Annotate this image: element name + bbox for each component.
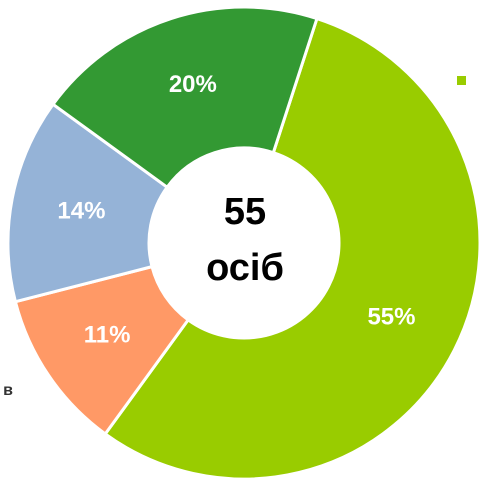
slice: [103, 16, 481, 481]
data-label: 14%: [57, 197, 105, 224]
legend-marker: [457, 76, 466, 85]
center-text: осіб: [206, 247, 284, 289]
slice: [50, 5, 319, 190]
data-label: 11%: [84, 321, 131, 348]
annotation: в: [3, 382, 13, 399]
center-text: 55: [224, 191, 266, 233]
slice: [6, 102, 170, 304]
data-label: 20%: [169, 71, 217, 98]
data-label: 55%: [367, 303, 415, 330]
